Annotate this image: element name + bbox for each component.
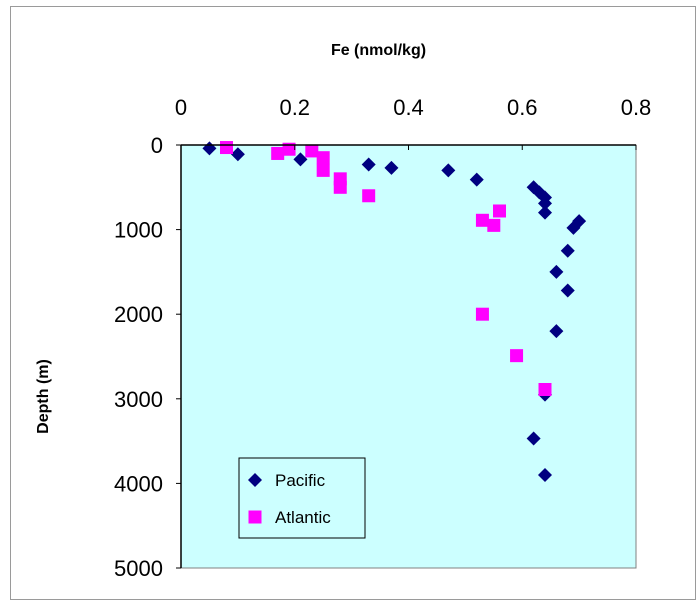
atlantic-point <box>487 218 501 232</box>
atlantic-point <box>305 144 319 158</box>
y-tick-label: 2000 <box>114 302 163 327</box>
x-tick-label: 0.2 <box>279 95 310 120</box>
y-axis-title: Depth (m) <box>35 359 52 434</box>
atlantic-point <box>220 141 233 155</box>
atlantic-point <box>475 213 489 227</box>
atlantic-point <box>475 307 489 321</box>
chart-frame: 0 0.2 0.4 0.6 0.8 0 1000 2000 3000 4000 5000 Fe (n… <box>10 6 696 600</box>
atlantic-point <box>538 382 552 396</box>
pacific-point <box>361 157 376 172</box>
pacific-point <box>560 283 575 298</box>
pacific-point <box>526 431 541 446</box>
pacific-point <box>384 160 399 175</box>
atlantic-point <box>333 180 347 194</box>
pacific-point <box>230 147 245 162</box>
atlantic-point <box>316 151 330 165</box>
pacific-point <box>538 467 552 482</box>
pacific-point <box>566 220 581 235</box>
x-axis-title: Fe (nmol/kg) <box>331 42 426 59</box>
y-tick-label: 1000 <box>114 218 163 243</box>
pacific-point <box>441 163 456 178</box>
fe-depth-chart: 0 0.2 0.4 0.6 0.8 0 1000 2000 3000 4000 5000 Fe (n… <box>35 42 651 581</box>
x-tick-label: 0 <box>175 95 187 120</box>
atlantic-point <box>316 163 330 177</box>
legend: Pacific Atlantic <box>238 457 366 539</box>
pacific-point <box>293 152 308 167</box>
pacific-point <box>538 196 552 211</box>
y-tick-label: 4000 <box>114 471 163 496</box>
y-tick-label: 5000 <box>114 556 163 581</box>
pacific-point <box>538 205 552 220</box>
y-tick-label: 3000 <box>114 387 163 412</box>
pacific-point <box>560 243 575 258</box>
atlantic-point <box>510 349 524 363</box>
x-tick-label: 0.4 <box>393 95 424 120</box>
axes: 0 0.2 0.4 0.6 0.8 0 1000 2000 3000 4000 5000 <box>114 95 651 581</box>
x-tick-label: 0.6 <box>507 95 538 120</box>
legend-atlantic-marker <box>248 510 262 524</box>
legend-pacific-marker <box>248 473 262 487</box>
atlantic-point <box>362 189 376 203</box>
legend-pacific-label: Pacific <box>275 471 326 490</box>
pacific-point <box>549 324 564 339</box>
pacific-point <box>469 172 484 187</box>
x-tick-label: 0.8 <box>621 95 652 120</box>
atlantic-point <box>271 146 285 160</box>
atlantic-point <box>493 204 506 218</box>
atlantic-point <box>282 142 296 156</box>
y-tick-label: 0 <box>151 133 163 158</box>
legend-atlantic-label: Atlantic <box>275 508 331 527</box>
legend-box <box>238 457 366 539</box>
pacific-point <box>549 264 564 279</box>
